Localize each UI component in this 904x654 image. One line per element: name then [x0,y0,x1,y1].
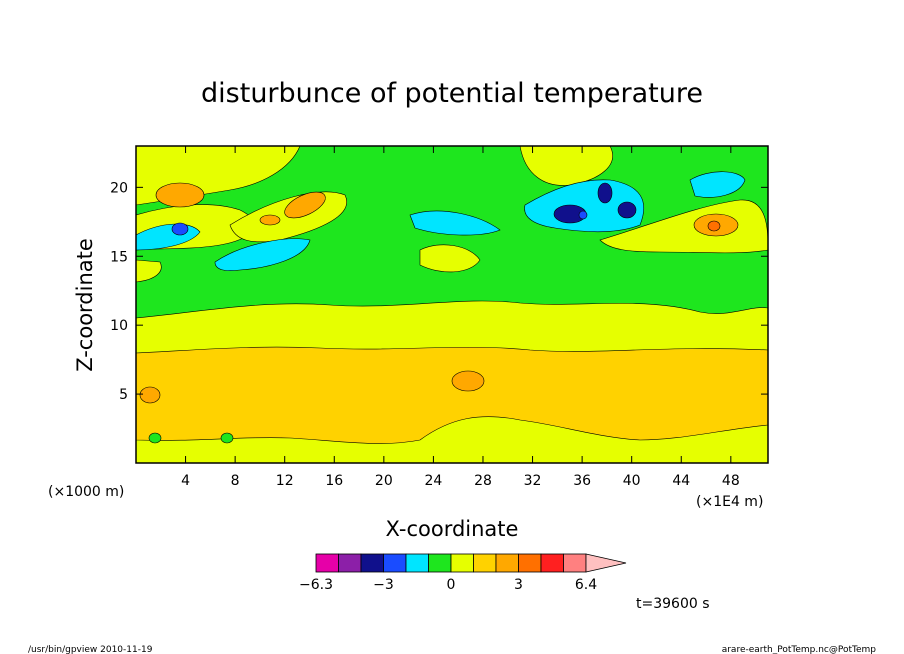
colorbar-box [450,553,474,573]
colorbar-arrow [585,553,627,573]
y-tick-label: 20 [110,180,128,196]
plot-frame [135,145,769,464]
colorbar-tick-label: 0 [447,577,456,593]
colorbar-box [315,553,339,573]
heatmap-field [136,146,768,463]
x-tick-label: 12 [276,473,294,489]
colorbar-box [360,553,384,573]
colorbar-box [383,553,407,573]
colorbar-box [495,553,519,573]
x-tick-label: 4 [181,473,190,489]
colorbar-box [405,553,429,573]
x-tick-label: 28 [474,473,492,489]
x-tick-label: 36 [573,473,591,489]
y-axis-label: Z-coordinate [73,238,97,372]
colorbar-tick-label: −6.3 [299,577,333,593]
colorbar-box [540,553,564,573]
colorbar-tick-label: 3 [514,577,523,593]
colorbar-ticks: −6.3 −3 0 3 6.4 [299,577,597,593]
x-tick-label: 16 [325,473,343,489]
colorbar-box [338,553,362,573]
y-tick-label: 5 [119,387,128,403]
y-axis-ticks: 5 10 15 20 [110,180,768,403]
y-tick-label: 10 [110,318,128,334]
colorbar-tick-label: 6.4 [575,577,597,593]
x-tick-label: 48 [722,473,740,489]
x-unit-label: (×1E4 m) [696,494,763,510]
chart-title: disturbunce of potential temperature [201,78,703,109]
colorbar-box [428,553,452,573]
colorbar-tick-label: −3 [373,577,394,593]
colorbar-box [563,553,587,573]
time-label: t=39600 s [636,596,710,612]
x-axis-label: X-coordinate [386,517,519,541]
x-tick-label: 20 [375,473,393,489]
footer-left: /usr/bin/gpview 2010-11-19 [28,645,153,654]
x-tick-label: 24 [424,473,442,489]
x-axis-ticks: 4 8 12 16 20 24 28 32 36 40 44 48 [181,146,740,489]
x-tick-label: 32 [524,473,542,489]
colorbar-box [518,553,542,573]
x-tick-label: 8 [231,473,240,489]
footer-right: arare-earth_PotTemp.nc@PotTemp [722,645,877,654]
colorbar-box [473,553,497,573]
x-tick-label: 44 [672,473,690,489]
colorbar [315,553,627,573]
x-tick-label: 40 [623,473,641,489]
y-unit-label: (×1000 m) [48,484,124,500]
y-tick-label: 15 [110,249,128,265]
